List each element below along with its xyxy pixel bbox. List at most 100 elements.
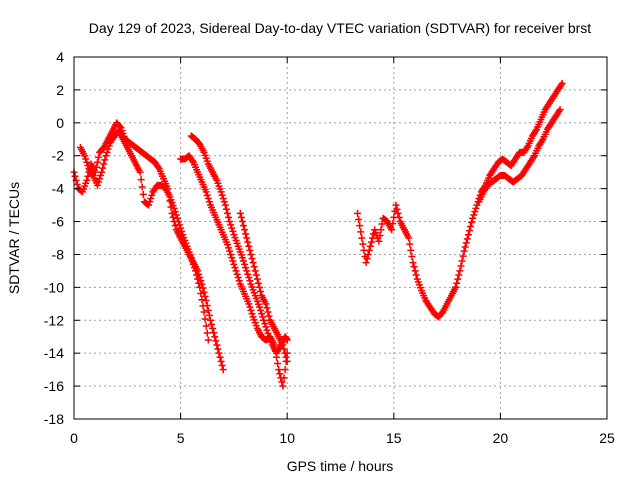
- data-point-interp: [454, 275, 462, 283]
- data-point-interp: [104, 145, 112, 153]
- data-point-interp: [139, 190, 147, 198]
- data-point: [249, 259, 257, 267]
- data-point-interp: [230, 260, 238, 268]
- data-point-interp: [218, 191, 226, 199]
- data-point-interp: [257, 287, 265, 295]
- data-point-interp: [394, 209, 402, 217]
- data-point-interp: [263, 326, 271, 334]
- data-point: [275, 366, 283, 374]
- data-point-interp: [250, 263, 258, 271]
- data-point-interp: [378, 220, 386, 228]
- data-point-interp: [273, 353, 281, 361]
- data-point-interp: [99, 164, 107, 172]
- data-point: [279, 382, 287, 390]
- y-tick-label: -10: [44, 279, 64, 295]
- data-point-interp: [173, 214, 181, 222]
- data-point-interp: [229, 227, 237, 235]
- x-tick-label: 10: [279, 430, 295, 446]
- data-point-interp: [200, 288, 208, 296]
- data-point-interp: [83, 158, 91, 166]
- data-point: [236, 209, 244, 217]
- data-point-interp: [365, 246, 373, 254]
- data-point-interp: [471, 208, 479, 216]
- data-point: [204, 336, 212, 344]
- data-point: [362, 259, 370, 267]
- data-point-interp: [93, 158, 101, 166]
- data-point-interp: [96, 175, 104, 183]
- data-point-interp: [465, 227, 473, 235]
- y-tick-label: -18: [44, 411, 64, 427]
- data-point-interp: [242, 230, 250, 238]
- data-point-interp: [234, 273, 242, 281]
- data-point-interp: [147, 195, 155, 203]
- data-point-interp: [470, 211, 478, 219]
- data-point-interp: [71, 172, 79, 180]
- axis-ticks: 0 5 10 15 20 25 -18 -16 -14 -12 -10 -8 -6 -4 -2 0 2 4: [44, 49, 615, 446]
- data-point: [283, 357, 291, 365]
- data-point-interp: [274, 359, 282, 367]
- data-point-interp: [222, 205, 230, 213]
- data-point-interp: [243, 234, 251, 242]
- data-point-interp: [265, 312, 273, 320]
- data-point-interp: [177, 224, 185, 232]
- data-point: [409, 259, 417, 267]
- data-point-interp: [82, 155, 90, 163]
- y-tick-label: -6: [52, 214, 65, 230]
- data-point-interp: [455, 271, 463, 279]
- data-point-interp: [216, 353, 224, 361]
- data-point-interp: [194, 275, 202, 283]
- data-point: [98, 168, 106, 176]
- data-point: [93, 181, 101, 189]
- data-point-interp: [233, 270, 241, 278]
- data-point: [170, 204, 178, 212]
- data-point-interp: [459, 252, 467, 260]
- data-point: [202, 297, 210, 305]
- data-point: [255, 303, 263, 311]
- data-point: [196, 283, 204, 291]
- data-point: [174, 218, 182, 226]
- data-point: [245, 300, 253, 308]
- data-point-interp: [214, 345, 222, 353]
- data-point-interp: [172, 211, 180, 219]
- data-point-interp: [224, 209, 232, 217]
- data-point-interp: [205, 198, 213, 206]
- data-point-interp: [227, 250, 235, 258]
- data-point-interp: [137, 176, 145, 184]
- data-point-interp: [247, 306, 255, 314]
- data-point-interp: [201, 292, 209, 300]
- data-point-interp: [467, 222, 475, 230]
- data-point-interp: [73, 181, 81, 189]
- data-point: [366, 242, 374, 250]
- data-point-interp: [239, 257, 247, 265]
- data-point-interp: [363, 255, 371, 263]
- data-point-interp: [218, 362, 226, 370]
- data-point-interp: [258, 310, 266, 318]
- data-point-interp: [190, 264, 198, 272]
- data-point-interp: [281, 366, 289, 374]
- data-point: [136, 168, 144, 176]
- data-point-interp: [138, 183, 146, 191]
- data-point: [405, 234, 413, 242]
- y-tick-label: -4: [52, 181, 65, 197]
- data-point-interp: [201, 315, 209, 323]
- data-point-interp: [461, 243, 469, 251]
- data-point-interp: [410, 263, 418, 271]
- data-point: [145, 201, 153, 209]
- data-point: [102, 152, 110, 160]
- data-point-interp: [205, 311, 213, 319]
- data-point: [283, 336, 291, 344]
- data-point-interp: [357, 228, 365, 236]
- data-point: [211, 333, 219, 341]
- data-point-interp: [281, 349, 289, 357]
- data-point-interp: [278, 378, 286, 386]
- y-tick-label: 2: [56, 82, 64, 98]
- x-tick-label: 5: [177, 430, 185, 446]
- data-point-interp: [262, 323, 270, 331]
- data-point: [262, 300, 270, 308]
- data-point-interp: [209, 325, 217, 332]
- data-point-interp: [213, 341, 221, 349]
- data-point-interp: [235, 277, 243, 285]
- data-point-interp: [359, 240, 367, 248]
- data-point-interp: [242, 264, 250, 272]
- data-point: [202, 188, 210, 196]
